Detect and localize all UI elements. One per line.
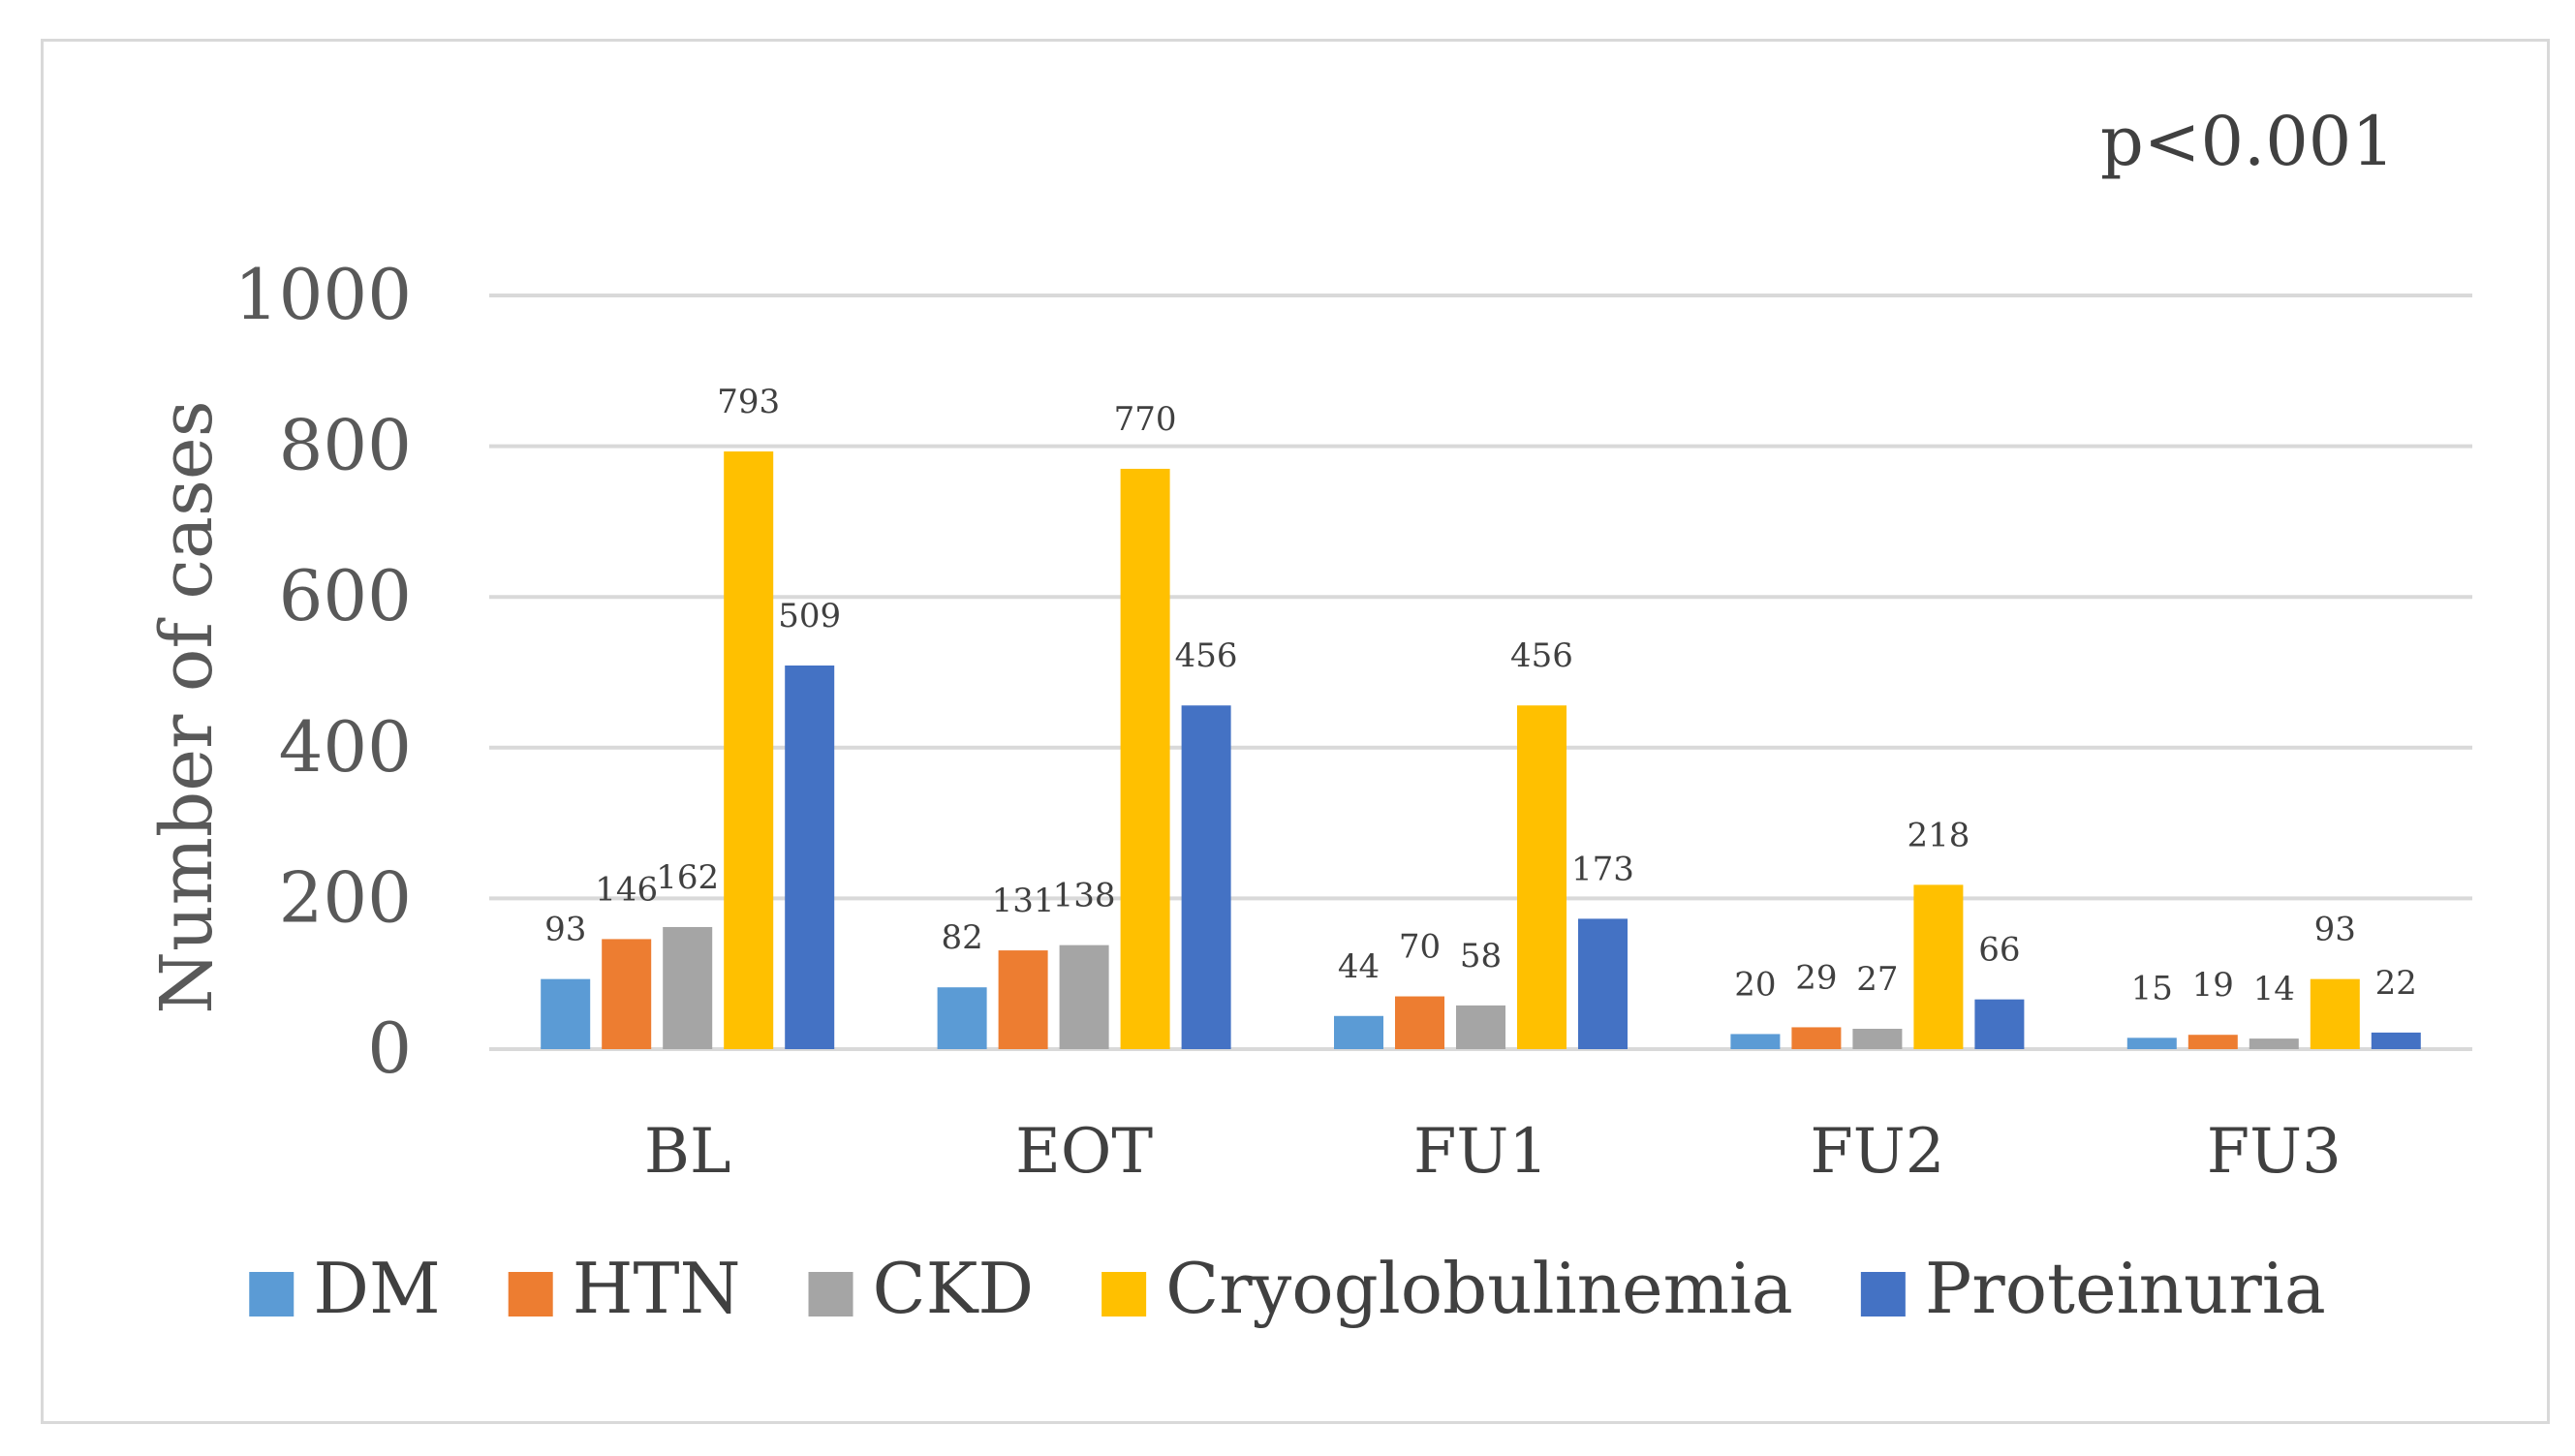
legend-item-cryoglobulinemia: Cryoglobulinemia bbox=[1101, 1248, 1793, 1329]
bar-ckd-eot bbox=[1059, 945, 1109, 1049]
category-label-fu3: FU3 bbox=[2207, 1116, 2342, 1188]
data-label-ckd-fu1: 58 bbox=[1460, 937, 1502, 976]
bar-cryoglobulinemia-fu3 bbox=[2310, 978, 2360, 1049]
data-label-htn-fu3: 19 bbox=[2192, 966, 2234, 1005]
data-label-cryoglobulinemia-eot: 770 bbox=[1114, 400, 1177, 439]
data-label-ckd-fu3: 14 bbox=[2253, 970, 2295, 1008]
y-tick-label: 1000 bbox=[234, 254, 412, 335]
data-label-cryoglobulinemia-fu2: 218 bbox=[1907, 816, 1970, 854]
legend-swatch-htn bbox=[508, 1272, 553, 1317]
data-label-dm-fu3: 15 bbox=[2131, 969, 2173, 1007]
data-label-htn-fu1: 70 bbox=[1399, 928, 1441, 967]
bar-dm-fu2 bbox=[1730, 1034, 1781, 1049]
bar-dm-fu1 bbox=[1334, 1015, 1383, 1049]
category-label-fu1: FU1 bbox=[1413, 1116, 1548, 1188]
category-label-eot: EOT bbox=[1015, 1116, 1153, 1188]
y-tick-label: 800 bbox=[279, 405, 412, 486]
legend-item-proteinuria: Proteinuria bbox=[1860, 1248, 2326, 1329]
bar-ckd-fu2 bbox=[1852, 1028, 1903, 1049]
data-label-dm-fu2: 20 bbox=[1734, 965, 1776, 1004]
legend-label-ckd: CKD bbox=[873, 1248, 1035, 1329]
legend-item-htn: HTN bbox=[508, 1248, 741, 1329]
p-value-annotation: p<0.001 bbox=[2100, 102, 2395, 181]
category-label-bl: BL bbox=[644, 1116, 731, 1188]
y-tick-label: 400 bbox=[279, 706, 412, 788]
category-label-fu2: FU2 bbox=[1810, 1116, 1944, 1188]
bar-proteinuria-fu3 bbox=[2371, 1032, 2421, 1049]
bar-ckd-fu1 bbox=[1456, 1005, 1505, 1049]
legend-label-dm: DM bbox=[313, 1248, 440, 1329]
bar-proteinuria-eot bbox=[1181, 705, 1231, 1049]
legend-swatch-proteinuria bbox=[1860, 1272, 1906, 1317]
bar-proteinuria-fu1 bbox=[1578, 918, 1628, 1049]
bar-ckd-fu3 bbox=[2249, 1038, 2299, 1049]
bar-cryoglobulinemia-fu1 bbox=[1517, 705, 1567, 1049]
data-label-ckd-fu2: 27 bbox=[1856, 960, 1898, 999]
chart-frame bbox=[41, 39, 2550, 1424]
bar-cryoglobulinemia-fu2 bbox=[1913, 884, 1964, 1049]
bar-htn-bl bbox=[602, 939, 652, 1049]
bar-dm-bl bbox=[541, 978, 591, 1049]
data-label-cryoglobulinemia-bl: 793 bbox=[717, 383, 780, 421]
bar-dm-fu3 bbox=[2126, 1038, 2177, 1049]
data-label-proteinuria-bl: 509 bbox=[778, 597, 841, 635]
data-label-htn-eot: 131 bbox=[992, 882, 1055, 920]
legend-label-htn: HTN bbox=[573, 1248, 741, 1329]
y-tick-label: 600 bbox=[279, 555, 412, 636]
data-label-proteinuria-eot: 456 bbox=[1175, 636, 1238, 675]
bars bbox=[541, 451, 2421, 1049]
y-tick-label: 0 bbox=[367, 1007, 412, 1089]
bar-dm-eot bbox=[937, 987, 987, 1049]
bar-htn-fu3 bbox=[2187, 1035, 2238, 1049]
bar-proteinuria-bl bbox=[785, 665, 835, 1049]
data-label-cryoglobulinemia-fu1: 456 bbox=[1510, 636, 1573, 675]
bar-proteinuria-fu2 bbox=[1974, 999, 2025, 1049]
data-label-dm-eot: 82 bbox=[941, 918, 982, 957]
data-label-ckd-eot: 138 bbox=[1053, 877, 1116, 915]
legend-swatch-ckd bbox=[808, 1272, 853, 1317]
data-label-ckd-bl: 162 bbox=[656, 858, 719, 897]
x-axis-categories: BL EOT FU1 FU2 FU3 bbox=[644, 1116, 2342, 1188]
data-label-proteinuria-fu3: 22 bbox=[2375, 964, 2417, 1003]
data-label-htn-fu2: 29 bbox=[1795, 958, 1837, 997]
y-tick-label: 200 bbox=[279, 856, 412, 938]
data-label-proteinuria-fu1: 173 bbox=[1571, 850, 1634, 888]
legend-label-cryoglobulinemia: Cryoglobulinemia bbox=[1165, 1248, 1793, 1329]
legend-swatch-dm bbox=[249, 1272, 295, 1317]
bar-htn-fu2 bbox=[1791, 1027, 1842, 1049]
legend-label-proteinuria: Proteinuria bbox=[1925, 1248, 2326, 1329]
data-label-proteinuria-fu2: 66 bbox=[1978, 931, 2020, 970]
legend-item-ckd: CKD bbox=[808, 1248, 1035, 1329]
bar-cryoglobulinemia-bl bbox=[724, 451, 774, 1049]
legend-item-dm: DM bbox=[249, 1248, 441, 1329]
y-axis-ticks: 0 200 400 600 800 1000 bbox=[234, 254, 412, 1089]
bar-htn-eot bbox=[998, 950, 1048, 1049]
data-label-cryoglobulinemia-fu3: 93 bbox=[2314, 911, 2356, 949]
data-label-dm-bl: 93 bbox=[544, 911, 586, 949]
legend: DM HTN CKD Cryoglobulinemia Proteinuria bbox=[249, 1248, 2326, 1329]
bar-cryoglobulinemia-eot bbox=[1120, 468, 1170, 1049]
legend-swatch-cryoglobulinemia bbox=[1101, 1272, 1147, 1317]
bar-htn-fu1 bbox=[1395, 996, 1444, 1049]
bar-ckd-bl bbox=[663, 926, 713, 1049]
data-label-htn-bl: 146 bbox=[595, 870, 658, 909]
data-label-dm-fu1: 44 bbox=[1338, 947, 1380, 986]
y-axis-title: Number of cases bbox=[145, 400, 229, 1013]
